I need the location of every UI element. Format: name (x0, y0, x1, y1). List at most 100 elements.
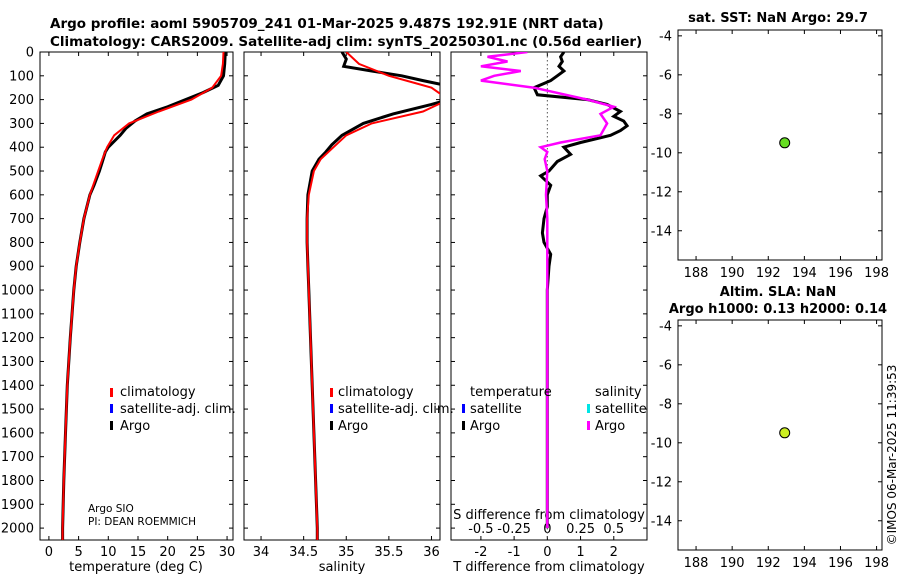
temperature-panel-frame (39, 51, 234, 541)
depth-tick-label: 700 (9, 212, 34, 227)
sla-map-axes: 188 190 192 194 196 198 -4 -6 -8 -10 -12 -14 (651, 319, 889, 571)
sst-map-frame (677, 29, 883, 261)
sla-map-title-line2: Argo h1000: 0.13 h2000: 0.14 (669, 302, 887, 317)
depth-tick-label: 1700 (1, 450, 34, 465)
diff-legend-swatch-temp-argo (462, 421, 465, 430)
depth-tick-label: 1500 (1, 403, 34, 418)
map-x-tick-label: 188 (684, 556, 709, 571)
salinity-x-axis: 34 34.5 35 35.5 36 (253, 52, 440, 560)
x-tick-label: 25 (189, 545, 206, 560)
map-y-tick-label: -14 (651, 514, 672, 529)
argo-institution: Argo SIO (88, 503, 134, 515)
depth-tick-label: 2000 (1, 522, 34, 537)
depth-tick-label: 1800 (1, 474, 34, 489)
diff-legend-sal-satellite: satellite (595, 402, 647, 417)
salinity-x-label: salinity (319, 560, 366, 575)
map-x-tick-label: 194 (792, 266, 817, 281)
depth-tick-label: 1600 (1, 426, 34, 441)
x-tick-label: 10 (100, 545, 117, 560)
x-tick-label: 35.5 (374, 545, 403, 560)
x-tick-label: 36 (423, 545, 440, 560)
difference-x-axis: -2 -1 0 1 2-0.5 -0.25 0 0.25 0.5 (468, 52, 624, 560)
sal-legend-label-climatology: climatology (338, 385, 414, 400)
sst-location-marker (779, 137, 791, 149)
diff-legend-temp-argo: Argo (470, 419, 500, 434)
depth-tick-label: 600 (9, 188, 34, 203)
map-y-tick-label: -4 (659, 319, 672, 334)
map-x-tick-label: 188 (684, 266, 709, 281)
legend-swatch-argo (110, 421, 113, 430)
map-x-tick-label: 198 (864, 556, 889, 571)
x-tick-label: 34 (253, 545, 270, 560)
map-x-tick-label: 198 (864, 266, 889, 281)
depth-tick-label: 800 (9, 236, 34, 251)
map-x-tick-label: 190 (720, 556, 745, 571)
argo-salinity-difference-line (480, 52, 618, 529)
salinity-panel-frame (243, 51, 441, 541)
map-x-tick-label: 196 (828, 266, 853, 281)
x-tick-label: 2 (610, 545, 618, 560)
depth-tick-label: 500 (9, 165, 34, 180)
x-tick-label: 34.5 (289, 545, 318, 560)
depth-tick-label: 1300 (1, 355, 34, 370)
sal-legend-label-satellite: satellite-adj. clim. (338, 402, 454, 417)
depth-tick-label: 1200 (1, 331, 34, 346)
sla-location-marker (779, 427, 791, 439)
diff-legend-swatch-sal-argo (587, 421, 590, 430)
temperature-x-label: temperature (deg C) (69, 560, 203, 575)
diff-legend-temp-satellite: satellite (470, 402, 522, 417)
depth-tick-label: 1000 (1, 284, 34, 299)
depth-tick-label: 400 (9, 141, 34, 156)
sal-legend-swatch-climatology (330, 388, 333, 397)
sal-legend-swatch-argo (330, 421, 333, 430)
x-tick-label: 0 (45, 545, 53, 560)
s-diff-tick-label: -0.5 (468, 522, 493, 537)
legend-label-argo: Argo (120, 419, 150, 434)
diff-legend-temperature-title: temperature (470, 385, 552, 400)
depth-tick-label: 100 (9, 69, 34, 84)
sal-legend-label-argo: Argo (338, 419, 368, 434)
map-y-tick-label: -6 (659, 68, 672, 83)
depth-tick-label: 300 (9, 117, 34, 132)
difference-legend: temperature salinity satellite Argo sate… (462, 385, 647, 434)
legend-label-climatology: climatology (120, 385, 196, 400)
legend-swatch-climatology (110, 388, 113, 397)
imos-credit: ©IMOS 06-Mar-2025 11:39:53 (885, 365, 899, 546)
map-x-tick-label: 190 (720, 266, 745, 281)
depth-axis: 0 100 200 300 400 500 600 700 800 900 1000 1100 1200… (1, 46, 647, 537)
climatology-salinity-line (306, 52, 440, 540)
map-y-tick-label: -10 (651, 436, 672, 451)
temperature-legend: climatology satellite-adj. clim. Argo (110, 385, 236, 434)
diff-legend-sal-argo: Argo (595, 419, 625, 434)
x-tick-label: -2 (474, 545, 487, 560)
map-x-tick-label: 194 (792, 556, 817, 571)
depth-tick-label: 1900 (1, 498, 34, 513)
figure-title-line1: Argo profile: aoml 5905709_241 01-Mar-20… (50, 16, 604, 32)
argo-salinity-line (305, 52, 440, 540)
diff-legend-swatch-sal-satellite (587, 404, 590, 413)
legend-swatch-satellite (110, 404, 113, 413)
x-tick-label: 0 (543, 545, 551, 560)
depth-tick-label: 200 (9, 93, 34, 108)
diff-legend-salinity-title: salinity (595, 385, 642, 400)
x-tick-label: 30 (219, 545, 236, 560)
figure-title-line2: Climatology: CARS2009. Satellite-adj cli… (50, 34, 642, 50)
salinity-legend: climatology satellite-adj. clim. Argo (330, 385, 454, 434)
argo-pi: PI: DEAN ROEMMICH (88, 516, 196, 528)
sal-legend-swatch-satellite (330, 404, 333, 413)
map-y-tick-label: -6 (659, 358, 672, 373)
map-y-tick-label: -10 (651, 146, 672, 161)
depth-tick-label: 900 (9, 260, 34, 275)
difference-x-label: T difference from climatology (452, 560, 645, 575)
x-tick-label: 20 (159, 545, 176, 560)
sst-map-axes: 188 190 192 194 196 198 -4 -6 -8 -10 -12 -14 (651, 29, 889, 281)
map-x-tick-label: 192 (756, 266, 781, 281)
argo-temperature-line (61, 52, 227, 540)
depth-tick-label: 1400 (1, 379, 34, 394)
diff-legend-swatch-temp-satellite (462, 404, 465, 413)
map-y-tick-label: -8 (659, 107, 672, 122)
x-tick-label: 35 (338, 545, 355, 560)
sla-map-title-line1: Altim. SLA: NaN (720, 285, 836, 300)
